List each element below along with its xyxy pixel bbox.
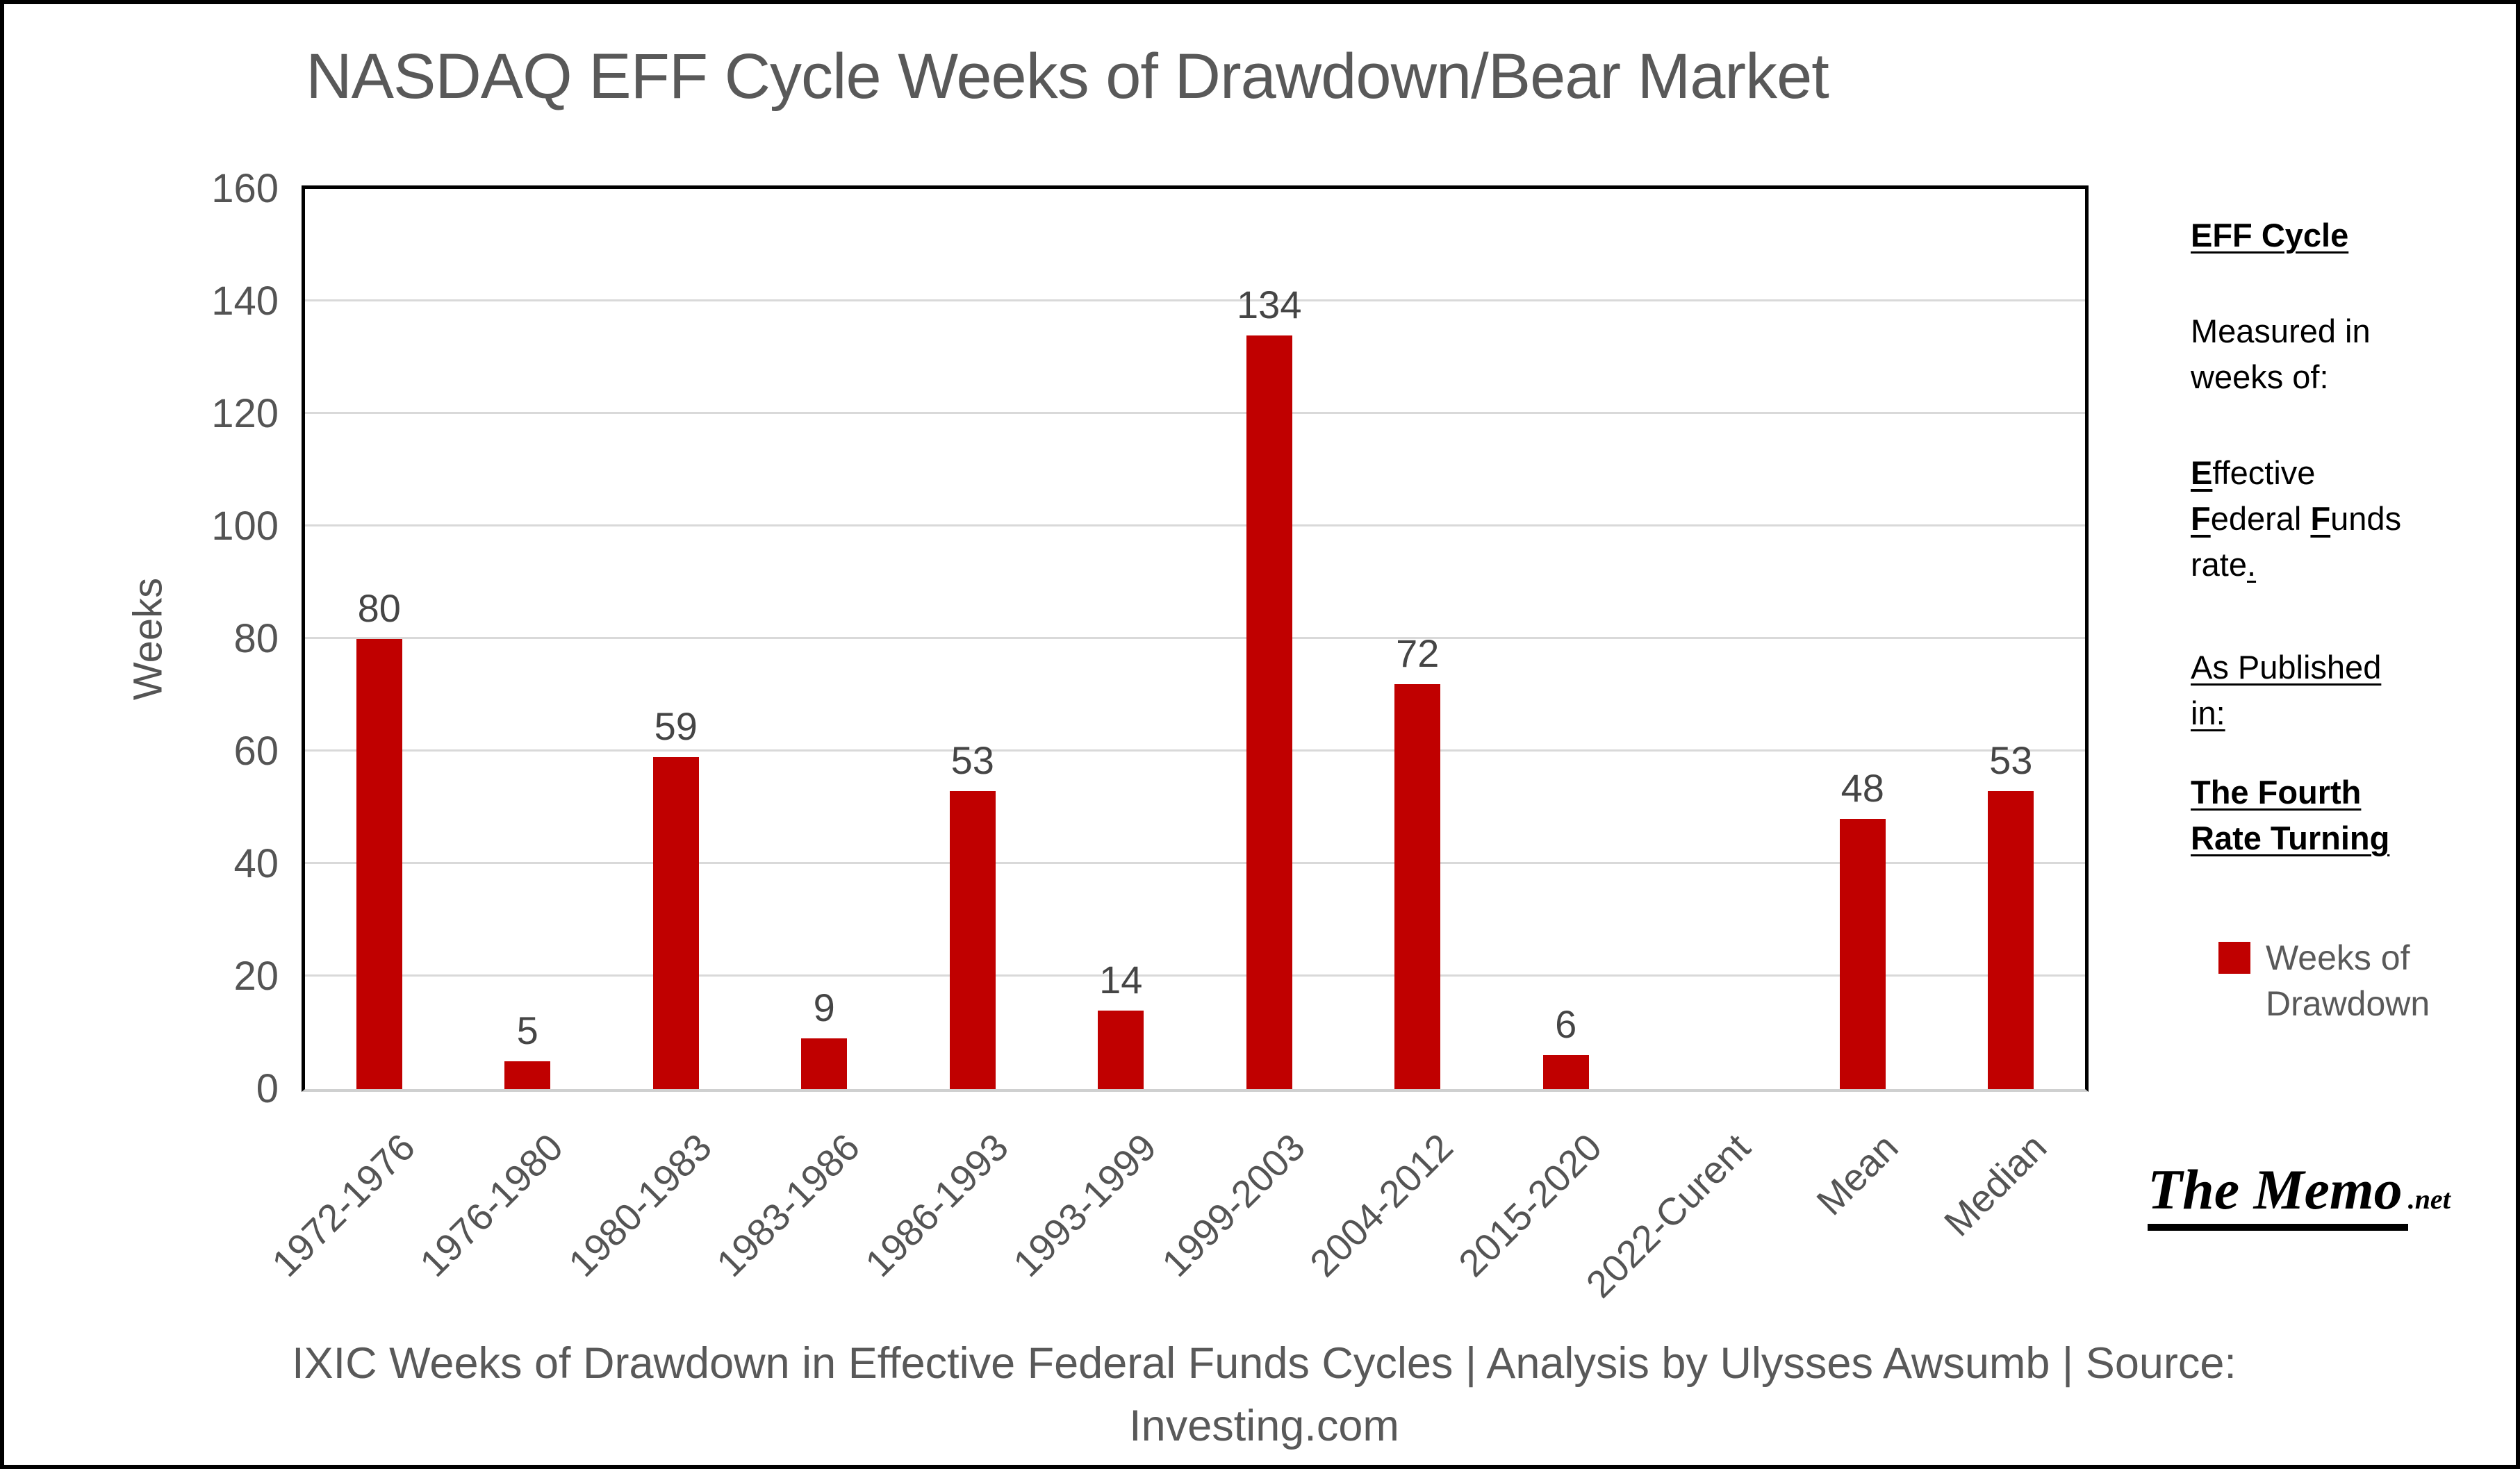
bar[interactable] (1246, 335, 1292, 1089)
memo-logo[interactable]: The Memo .net (2148, 1160, 2451, 1231)
funds-rest: unds (2330, 500, 2402, 537)
bar-slot: 14 (1047, 189, 1196, 1089)
bar[interactable] (1988, 790, 2034, 1089)
x-tick-label: Mean (1808, 1125, 1907, 1224)
side-panel-published: As Published in: (2191, 645, 2381, 736)
bar[interactable] (1098, 1010, 1144, 1089)
bar-value-label: 134 (1237, 282, 1302, 326)
bar-slot: 48 (1788, 189, 1937, 1089)
bar-slot: 6 (1492, 189, 1640, 1089)
bar-value-label: 14 (1099, 957, 1143, 1002)
published-line2: in: (2191, 695, 2225, 731)
y-tick-label: 120 (211, 391, 279, 436)
source-caption: IXIC Weeks of Drawdown in Effective Fede… (4, 1332, 2516, 1457)
gridline (305, 749, 2085, 752)
measured-line2: weeks of: (2191, 358, 2329, 395)
x-tick-label: Median (1935, 1125, 2055, 1245)
legend-label: Weeks of Drawdown (2266, 935, 2430, 1027)
legend[interactable]: Weeks of Drawdown (2218, 935, 2430, 1027)
bar-value-label: 72 (1396, 631, 1440, 675)
gridline (305, 862, 2085, 864)
x-tick-label: 1983-1986 (708, 1125, 868, 1286)
federal-rest: ederal (2210, 500, 2311, 537)
gridline (305, 974, 2085, 977)
bar-value-label: 59 (654, 704, 698, 749)
side-panel-effective: Effective Federal Funds rate. (2191, 450, 2401, 588)
bar-value-label: 5 (516, 1008, 538, 1052)
source-caption-line2: Investing.com (1129, 1402, 1399, 1450)
y-tick-label: 80 (233, 616, 279, 661)
effective-rest: ffective (2212, 454, 2316, 491)
memo-logo-suffix: .net (2407, 1184, 2451, 1215)
x-tick-label: 1999-2003 (1153, 1125, 1313, 1286)
x-tick-label: 2015-2020 (1449, 1125, 1610, 1286)
legend-label-line1: Weeks of (2266, 938, 2410, 977)
effective-initial: E (2191, 454, 2213, 491)
legend-swatch-icon (2218, 942, 2250, 974)
side-panel-heading: EFF Cycle (2191, 213, 2348, 258)
gridline (305, 637, 2085, 639)
y-tick-label: 60 (233, 729, 279, 774)
book-line2: Rate Turning (2191, 820, 2390, 856)
bar[interactable] (1839, 819, 1886, 1089)
bar-slot: 72 (1344, 189, 1492, 1089)
memo-logo-main: The Memo (2148, 1160, 2408, 1231)
y-axis-ticks: 0 20 40 60 80 100 120 140 160 (4, 166, 279, 1111)
funds-initial: F (2310, 500, 2331, 537)
rate-period: . (2247, 546, 2257, 583)
y-tick-label: 140 (211, 279, 279, 324)
published-line1: As Published (2191, 649, 2382, 686)
bar-slot: 53 (898, 189, 1047, 1089)
y-tick-label: 40 (233, 841, 279, 886)
gridline (305, 299, 2085, 301)
x-tick-label: 1986-1993 (856, 1125, 1016, 1286)
plot-area: 80 5 59 9 53 14 134 72 6 48 53 (302, 185, 2089, 1092)
bar-slot: 134 (1195, 189, 1344, 1089)
measured-line1: Measured in (2191, 313, 2371, 349)
bar-slot (1640, 189, 1789, 1089)
y-tick-label: 20 (233, 954, 279, 999)
book-line1: The Fourth (2191, 774, 2362, 811)
chart-title: NASDAQ EFF Cycle Weeks of Drawdown/Bear … (306, 41, 1829, 112)
x-tick-label: 1980-1983 (559, 1125, 720, 1286)
bar-value-label: 9 (813, 986, 835, 1030)
y-tick-label: 100 (211, 504, 279, 549)
x-tick-label: 1972-1976 (263, 1125, 423, 1286)
bar[interactable] (801, 1038, 848, 1089)
bar-slot: 53 (1937, 189, 2086, 1089)
bar-value-label: 6 (1555, 1002, 1577, 1047)
bar-value-label: 53 (950, 738, 994, 782)
legend-label-line2: Drawdown (2266, 984, 2430, 1023)
bar-value-label: 53 (1989, 738, 2033, 782)
gridline (305, 524, 2085, 526)
federal-initial: F (2191, 500, 2211, 537)
rate-text: rate (2191, 546, 2247, 583)
bar-value-label: 80 (357, 586, 401, 630)
x-tick-label: 1976-1980 (411, 1125, 572, 1286)
bar[interactable] (356, 639, 402, 1089)
bars-row: 80 5 59 9 53 14 134 72 6 48 53 (305, 189, 2085, 1089)
side-panel-book-title: The Fourth Rate Turning (2191, 770, 2389, 861)
x-tick-label: 1993-1999 (1005, 1125, 1165, 1286)
bar[interactable] (504, 1061, 551, 1089)
gridline (305, 412, 2085, 414)
side-panel-heading-text: EFF Cycle (2191, 217, 2349, 254)
side-panel-measured: Measured in weeks of: (2191, 308, 2371, 400)
bar-value-label: 48 (1840, 766, 1884, 811)
y-tick-label: 160 (211, 166, 279, 211)
bar-slot: 80 (305, 189, 454, 1089)
bar-slot: 9 (750, 189, 899, 1089)
source-caption-line1: IXIC Weeks of Drawdown in Effective Fede… (292, 1339, 2237, 1388)
bar-slot: 59 (602, 189, 750, 1089)
bar[interactable] (1542, 1055, 1589, 1089)
bar[interactable] (652, 757, 699, 1089)
y-tick-label: 0 (256, 1066, 279, 1111)
x-tick-label: 2004-2012 (1301, 1125, 1462, 1286)
bar[interactable] (949, 790, 996, 1089)
bar[interactable] (1394, 683, 1441, 1089)
bar-slot: 5 (454, 189, 602, 1089)
